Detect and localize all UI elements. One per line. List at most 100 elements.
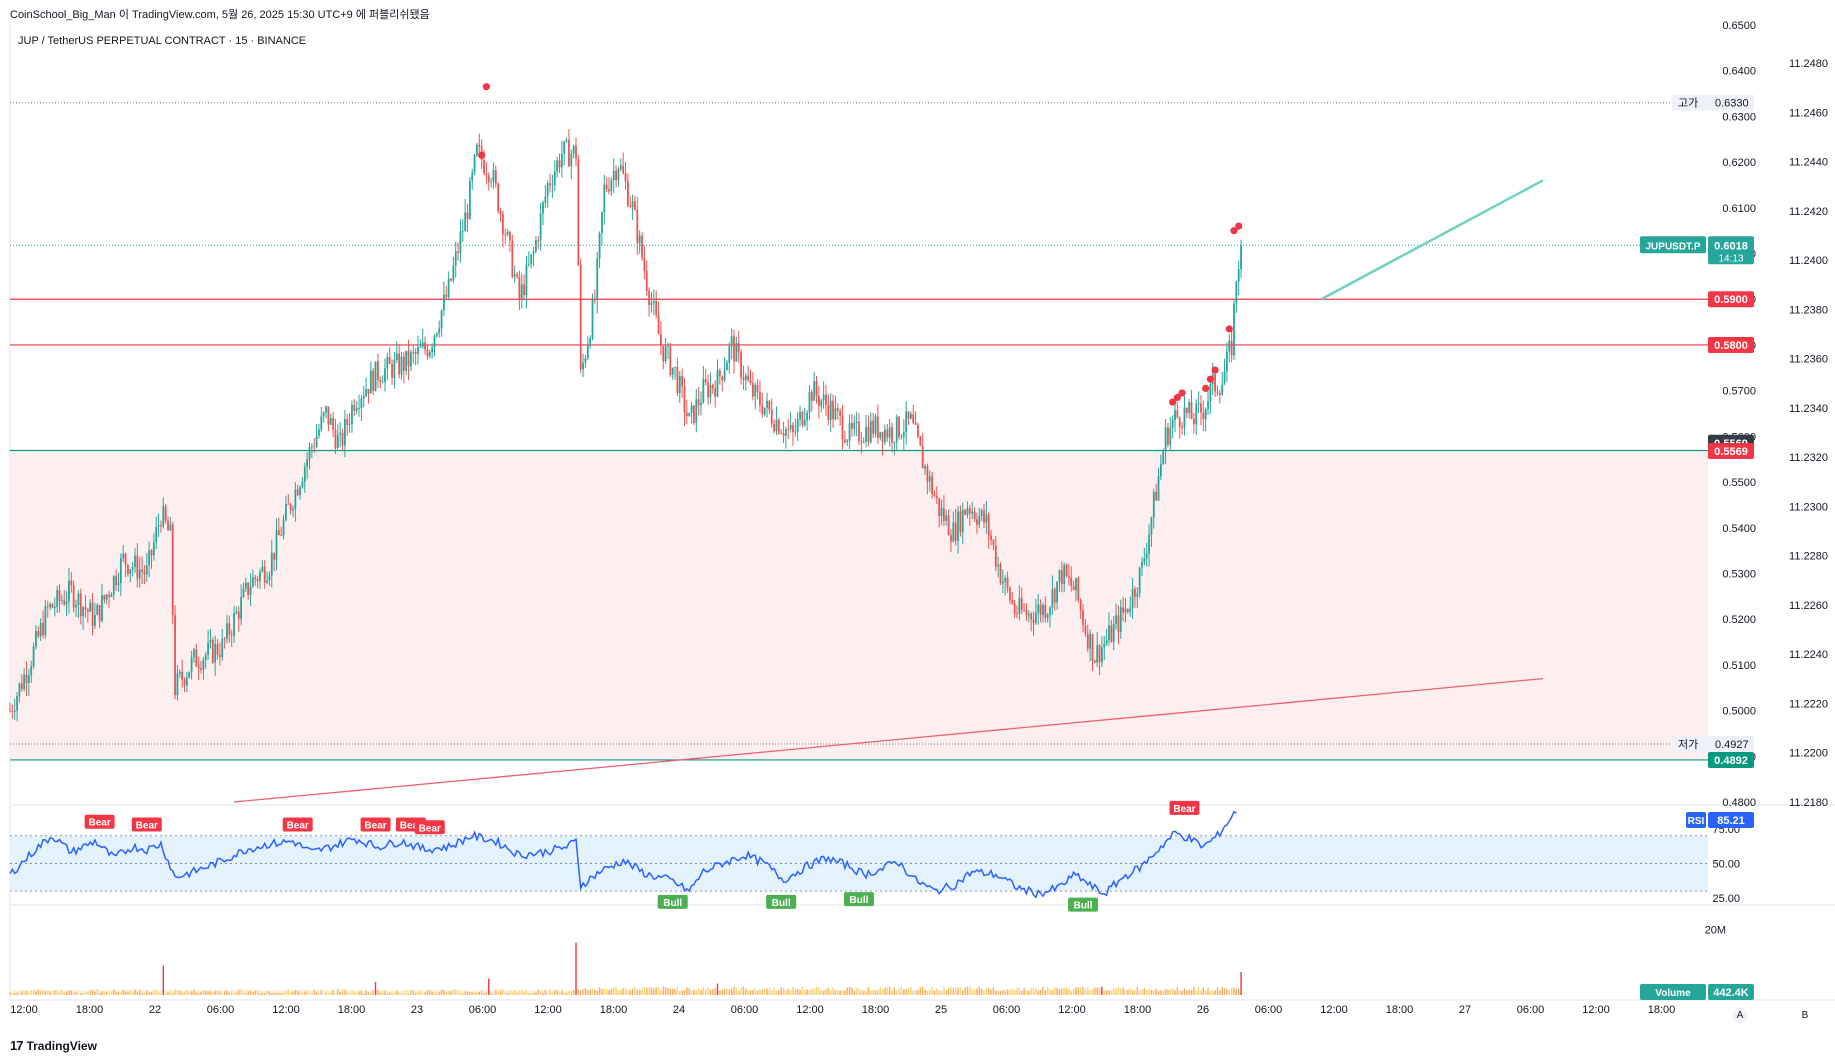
- rsi-y-tick-label: 50.00: [1712, 858, 1740, 870]
- candle-body: [1046, 614, 1049, 618]
- candle-body: [1067, 575, 1070, 578]
- volume-bar: [396, 990, 398, 995]
- candle-body: [971, 511, 974, 514]
- attribution-text: CoinSchool_Big_Man 이 TradingView.com, 5월…: [10, 9, 430, 21]
- volume-bar: [740, 987, 742, 995]
- candle-body: [961, 509, 964, 533]
- volume-bar: [999, 990, 1002, 995]
- candle-body: [773, 424, 775, 432]
- volume-bar: [233, 993, 235, 995]
- candle-body: [558, 160, 561, 168]
- volume-bar: [638, 990, 641, 995]
- candle-body: [65, 601, 68, 605]
- volume-bar: [705, 989, 707, 995]
- volume-bar: [648, 986, 650, 995]
- volume-bar: [997, 990, 999, 995]
- candle-body: [30, 666, 33, 676]
- candle-body: [577, 158, 580, 266]
- volume-bar: [358, 991, 360, 995]
- candle-body: [115, 576, 118, 586]
- candle-body: [980, 510, 983, 517]
- volume-bar: [68, 990, 70, 995]
- candle-body: [355, 408, 358, 411]
- candle-body: [296, 489, 299, 496]
- candle-body: [457, 251, 459, 253]
- volume-bar: [554, 990, 556, 995]
- candle-body: [1174, 410, 1176, 421]
- volume-bar: [436, 993, 438, 995]
- volume-bar: [676, 987, 679, 995]
- candle-body: [820, 400, 823, 406]
- x-tick-label: 06:00: [993, 1004, 1021, 1016]
- x-tick-label: 18:00: [1124, 1004, 1152, 1016]
- candle-body: [1188, 402, 1191, 413]
- volume-bar: [1197, 986, 1200, 995]
- candle-body: [518, 276, 521, 299]
- candle-body: [275, 530, 278, 560]
- candle-body: [143, 571, 146, 575]
- candle-body: [966, 508, 969, 515]
- secondary-y-tick-label: 11.2380: [1789, 304, 1828, 316]
- volume-bar: [51, 993, 54, 995]
- candle-body: [398, 353, 401, 375]
- candle-body: [784, 429, 787, 436]
- volume-bar: [664, 987, 667, 995]
- volume-bar: [620, 989, 622, 995]
- candle-body: [1240, 245, 1242, 270]
- bear-label-bg: [131, 817, 162, 832]
- candle-body: [94, 614, 96, 626]
- volume-bar: [1146, 989, 1148, 995]
- tradingview-logo[interactable]: 17 TradingView: [10, 1038, 97, 1053]
- candle-body: [315, 435, 318, 447]
- volume-bar: [143, 992, 146, 995]
- volume-bar: [613, 987, 615, 995]
- bull-label: Bull: [850, 895, 869, 906]
- candle-body: [468, 180, 471, 219]
- volume-bar: [197, 993, 200, 995]
- bear-label-bg: [84, 814, 115, 829]
- volume-bar: [1167, 989, 1169, 995]
- volume-bar: [282, 991, 285, 995]
- volume-bar: [1035, 988, 1037, 995]
- y-tick-label: 0.6400: [1722, 66, 1756, 78]
- volume-bar: [1120, 988, 1122, 995]
- x-tick-label: 18:00: [76, 1004, 104, 1016]
- scale-b-button[interactable]: B: [1801, 1010, 1809, 1021]
- volume-bar: [275, 992, 278, 995]
- volume-bar: [447, 990, 450, 995]
- secondary-y-tick-label: 11.2460: [1789, 107, 1828, 119]
- volume-bar: [16, 992, 18, 995]
- candle-body: [1025, 610, 1028, 616]
- candle-body: [58, 590, 61, 602]
- volume-bar: [259, 993, 261, 995]
- volume-bar: [1193, 986, 1195, 995]
- volume-bar: [558, 992, 561, 995]
- volume-bar: [426, 990, 429, 995]
- x-tick-label: 25: [935, 1004, 947, 1016]
- volume-bar: [464, 991, 466, 995]
- volume-bar: [794, 989, 797, 995]
- volume-bar: [511, 992, 514, 995]
- candle-body: [1027, 613, 1030, 616]
- volume-bar: [964, 987, 966, 995]
- candle-body: [678, 375, 681, 394]
- volume-bar: [1021, 990, 1023, 995]
- volume-bar: [388, 992, 391, 995]
- volume-bar: [1039, 989, 1042, 995]
- candle-body: [608, 189, 610, 192]
- volume-bar: [716, 983, 719, 995]
- volume-bar: [563, 992, 565, 995]
- volume-bar: [381, 990, 384, 995]
- volume-bar: [759, 988, 761, 995]
- candle-body: [174, 615, 176, 696]
- candle-body: [233, 613, 235, 636]
- candle-body: [516, 274, 518, 277]
- candle-body: [874, 416, 877, 434]
- volume-bar: [785, 991, 787, 995]
- scale-auto-button[interactable]: A: [1732, 1008, 1748, 1024]
- candle-body: [122, 553, 125, 559]
- volume-bar: [561, 990, 563, 995]
- volume-bar: [372, 990, 374, 995]
- volume-bar: [157, 992, 160, 995]
